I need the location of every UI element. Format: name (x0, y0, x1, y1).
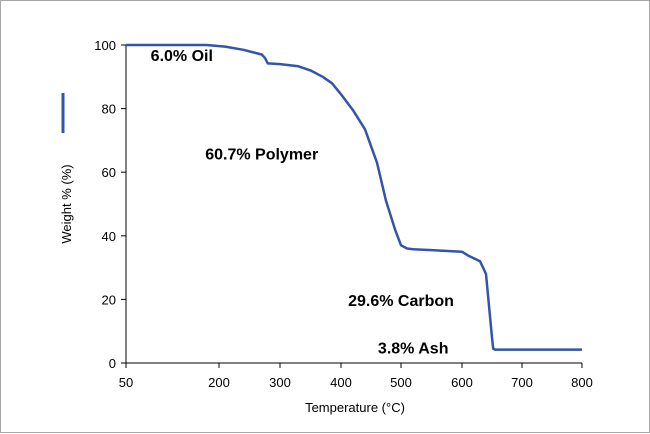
x-tick-label: 400 (330, 375, 352, 390)
x-tick-label: 600 (451, 375, 473, 390)
y-tick-label: 100 (94, 38, 116, 53)
x-axis-title: Temperature (°C) (305, 400, 405, 415)
y-tick-label: 60 (102, 165, 116, 180)
y-tick-label: 0 (109, 356, 116, 371)
series-group (126, 43, 582, 351)
y-axis-title: Weight % (%) (59, 164, 74, 243)
x-tick-label: 700 (511, 375, 533, 390)
annotation-label: 29.6% Carbon (348, 293, 454, 310)
x-tick-label: 800 (571, 375, 593, 390)
y-tick-label: 40 (102, 229, 116, 244)
annotation-label: 6.0% Oil (151, 48, 213, 65)
annotation-label: 60.7% Polymer (205, 146, 318, 163)
x-tick-label: 200 (208, 375, 230, 390)
annotation-label: 3.8% Ash (378, 340, 449, 357)
x-tick-label: 300 (269, 375, 291, 390)
y-tick-label: 80 (102, 102, 116, 117)
annotations: 6.0% Oil 60.7% Polymer 29.6% Carbon 3.8% As… (151, 48, 454, 358)
x-tick-label: 500 (390, 375, 412, 390)
ticks: 50 200 300 400 500 600 700 800 0 20 40 60 80 100 (94, 38, 593, 390)
axes (125, 45, 582, 364)
weight-curve (126, 43, 582, 351)
x-tick-label: 50 (119, 375, 133, 390)
y-tick-label: 20 (102, 292, 116, 307)
